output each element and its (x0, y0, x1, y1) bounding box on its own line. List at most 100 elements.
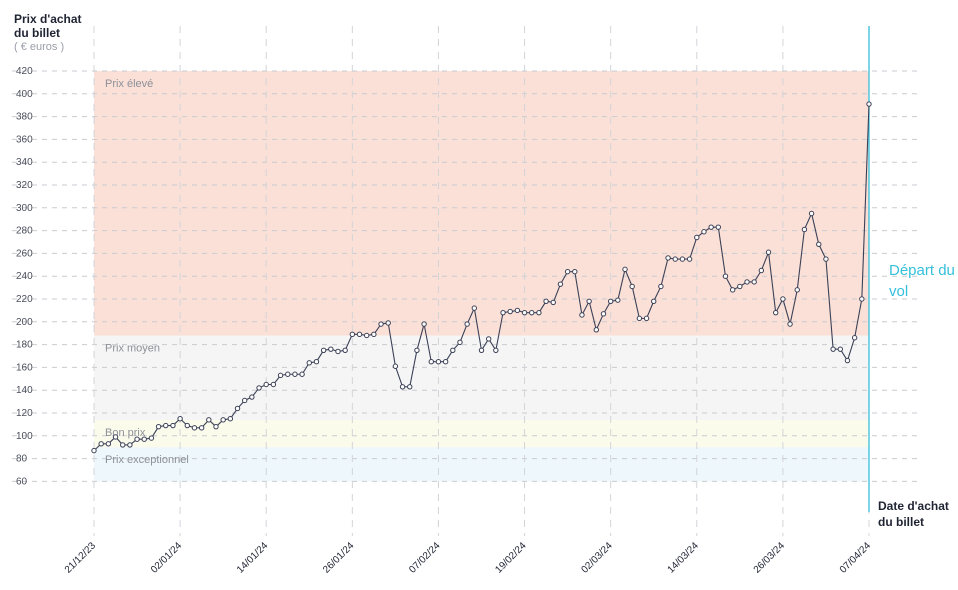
price-point (694, 234, 700, 241)
price-point (263, 381, 269, 388)
price-point (636, 315, 643, 322)
price-point (435, 359, 442, 365)
y-tick-label: 60 (16, 476, 28, 487)
price-point (851, 335, 858, 341)
price-point (816, 241, 822, 247)
price-point (184, 422, 190, 429)
price-point (206, 417, 212, 423)
price-point (392, 363, 399, 369)
price-point (428, 359, 434, 365)
x-tick-label: 14/01/24 (235, 540, 271, 576)
y-tick-label: 280 (16, 226, 33, 237)
y-tick-label: 220 (16, 294, 33, 305)
price-point (629, 283, 635, 290)
price-point (241, 397, 248, 404)
price-point (529, 309, 535, 316)
price-point (536, 309, 542, 316)
price-point (500, 309, 506, 316)
price-band (94, 71, 869, 336)
price-point (722, 273, 729, 279)
price-point (679, 256, 686, 262)
y-tick-label: 420 (16, 66, 33, 77)
x-axis-title: Date d'achat du billet (878, 499, 949, 529)
price-point (586, 298, 592, 304)
price-point (277, 372, 284, 379)
y-tick-label: 100 (16, 431, 33, 442)
x-tick-label: 26/03/24 (752, 540, 788, 576)
price-point (198, 425, 205, 431)
price-point (794, 287, 800, 293)
price-band (94, 419, 869, 448)
price-point (773, 309, 779, 316)
price-point (701, 229, 707, 235)
price-point (141, 436, 147, 442)
x-tick-label: 02/01/24 (149, 540, 185, 576)
y-axis-unit: ( € euros ) (14, 41, 65, 53)
price-point (672, 256, 678, 262)
y-tick-label: 260 (16, 248, 33, 259)
price-point (744, 279, 750, 285)
price-point (622, 266, 628, 273)
price-point (607, 298, 614, 304)
price-point (234, 405, 241, 412)
price-point (399, 384, 406, 390)
y-tick-label: 120 (16, 408, 33, 419)
price-point (134, 436, 140, 442)
y-tick-label: 360 (16, 134, 33, 145)
price-point (564, 268, 571, 275)
departure-annotation: Départ du vol (889, 262, 955, 300)
y-tick-label: 80 (16, 454, 28, 465)
price-point (521, 309, 528, 316)
price-point (593, 327, 600, 333)
y-tick-label: 320 (16, 180, 33, 191)
price-point (579, 312, 585, 318)
price-point (572, 268, 578, 275)
price-point (550, 299, 556, 306)
x-tick-label: 21/12/23 (63, 540, 99, 576)
price-point (191, 425, 198, 431)
price-point (665, 255, 671, 261)
price-point (643, 315, 650, 322)
price-point (450, 347, 456, 353)
price-point (292, 371, 298, 377)
price-point (658, 283, 664, 290)
price-point (163, 422, 169, 429)
y-axis-title: Prix d'achat du billet ( € euros ) (14, 12, 94, 54)
y-tick-label: 300 (16, 203, 33, 214)
y-axis-title-text: Prix d'achat du billet (14, 12, 82, 40)
price-point (155, 423, 162, 430)
price-point (830, 346, 836, 352)
price-point (177, 416, 183, 422)
y-tick-label: 380 (16, 112, 33, 123)
price-point (600, 311, 607, 317)
price-point (120, 442, 126, 448)
price-point (170, 422, 176, 429)
price-point (543, 298, 549, 304)
price-point (421, 321, 427, 327)
x-tick-label: 07/04/24 (838, 540, 874, 576)
price-point (91, 447, 97, 454)
price-point (787, 321, 793, 327)
price-point (320, 347, 327, 353)
price-point (478, 347, 485, 353)
price-point (780, 296, 786, 302)
price-point (363, 332, 370, 339)
price-point (270, 381, 277, 388)
price-band (94, 447, 869, 482)
y-tick-label: 240 (16, 271, 33, 282)
price-point (127, 442, 133, 448)
x-tick-label: 14/03/24 (666, 540, 702, 576)
price-point (98, 441, 104, 447)
price-point (335, 348, 341, 355)
price-point (801, 226, 808, 233)
price-point (493, 347, 499, 353)
price-point (249, 394, 255, 400)
price-point (299, 371, 305, 377)
x-tick-label: 19/02/24 (493, 540, 529, 576)
price-point (306, 360, 312, 366)
price-point (342, 347, 348, 353)
price-point (442, 359, 449, 365)
price-point (220, 417, 226, 423)
